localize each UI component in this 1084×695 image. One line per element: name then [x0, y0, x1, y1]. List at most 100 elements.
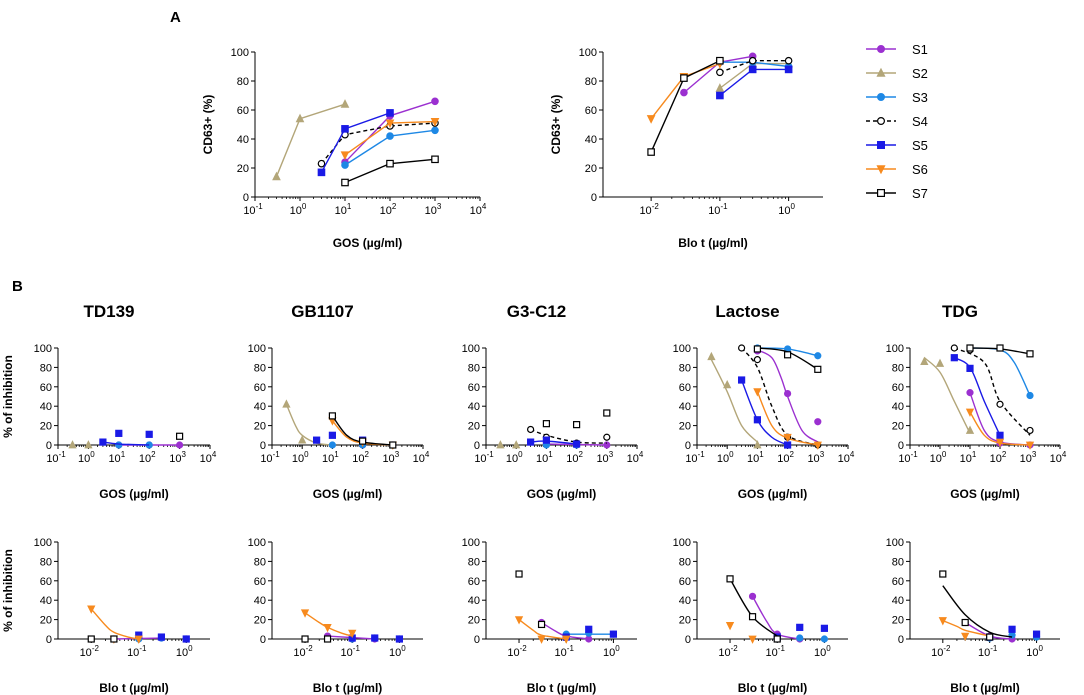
x-tick-label: 103	[169, 450, 186, 465]
y-tick-label: 60	[254, 576, 266, 588]
x-tick-label: 103	[382, 450, 399, 465]
series-line-s2	[275, 103, 346, 177]
fit-curve-s6	[518, 619, 567, 640]
series-s7	[515, 570, 546, 629]
data-point-s5	[99, 438, 107, 446]
chart-b-g3c12-gos: 0 20 40 60 80 100 10-1 100 101 102 103 104 GOS (µg/m…	[462, 302, 644, 501]
series-s4	[738, 344, 822, 449]
series-s5	[716, 65, 793, 100]
x-tick-label: 100	[176, 644, 193, 659]
legend-label: S1	[912, 42, 928, 57]
legend-swatch-marker	[876, 67, 886, 77]
data-point-s2	[84, 440, 93, 449]
legend-entry-s6: S6	[866, 162, 928, 177]
y-tick-label: 20	[468, 615, 480, 627]
data-point-s5	[738, 376, 746, 384]
y-tick-label: 40	[585, 134, 597, 146]
data-point-s5	[386, 109, 394, 117]
series-s5	[738, 376, 792, 449]
x-axis-label: Blo t (µg/ml)	[678, 236, 748, 250]
x-tick-label: 100	[506, 450, 523, 465]
data-point-s7	[431, 155, 439, 164]
x-tick-label: 10-1	[685, 450, 705, 465]
series-s6	[300, 609, 357, 639]
series-s1	[753, 347, 822, 443]
legend-swatch-marker	[876, 44, 885, 53]
y-tick-label: 60	[468, 382, 480, 394]
x-axis-label: Blo t (µg/ml)	[313, 681, 383, 695]
x-tick-label: 104	[627, 450, 644, 465]
data-point-s6	[748, 635, 757, 644]
y-tick-label: 60	[679, 382, 691, 394]
fit-curve-s1	[541, 621, 589, 640]
series-s6	[965, 408, 1035, 450]
data-point-s7	[323, 635, 332, 643]
x-tick-label: 10-2	[931, 644, 951, 659]
series-line-s5	[719, 68, 789, 97]
series-s2	[282, 399, 333, 446]
chart-title: TD139	[83, 302, 134, 321]
fit-curve-s1	[757, 349, 819, 443]
y-tick-label: 0	[260, 440, 266, 452]
y-axis-label: CD63+ (%)	[549, 95, 563, 155]
data-point-s5	[115, 429, 123, 437]
fit-curve-s5	[953, 357, 1001, 436]
data-point-s5	[542, 436, 551, 444]
data-point-s6	[134, 635, 143, 644]
series-s6	[725, 622, 757, 644]
y-tick-label: 0	[591, 192, 597, 204]
y-tick-label: 60	[40, 576, 52, 588]
series-s5	[950, 354, 1004, 439]
legend-entry-s2: S2	[866, 66, 928, 81]
data-point-s4	[784, 56, 793, 65]
y-tick-label: 40	[40, 401, 52, 413]
data-point-s5	[966, 364, 974, 372]
y-tick-label: 0	[685, 634, 691, 646]
x-tick-label: 104	[838, 450, 855, 465]
data-point-s5	[784, 65, 793, 74]
y-tick-label: 40	[679, 401, 691, 413]
x-tick-label: 101	[536, 450, 553, 465]
fit-curve-s6	[969, 411, 1031, 446]
data-point-s5	[157, 633, 166, 641]
data-point-s7	[996, 344, 1004, 352]
y-tick-label: 0	[898, 440, 904, 452]
data-point-s5	[585, 625, 593, 633]
y-tick-label: 100	[34, 343, 52, 355]
legend-entry-s3: S3	[866, 90, 928, 105]
y-tick-label: 80	[40, 362, 52, 374]
data-point-s2	[753, 440, 762, 449]
y-axis-label: % of inhibition	[1, 549, 15, 632]
data-point-s2	[68, 440, 77, 449]
data-point-s5	[1032, 630, 1041, 638]
chart-b-lactose-gos: 0 20 40 60 80 100 10-1 100 101 102 103 104 GOS (µg/m…	[673, 302, 855, 501]
y-tick-label: 100	[34, 537, 52, 549]
y-tick-label: 60	[237, 105, 249, 117]
x-tick-label: 100	[814, 644, 831, 659]
data-point-s6	[340, 151, 350, 161]
chart-b-tdg-blot: 0 20 40 60 80 100 10-2 10-1 100 Blo t (µg/ml)	[886, 537, 1060, 695]
data-point-s5	[395, 635, 404, 643]
data-point-s6	[753, 388, 762, 397]
series-s7	[542, 409, 611, 429]
x-axis-label: Blo t (µg/ml)	[738, 681, 808, 695]
x-tick-label: 103	[1020, 450, 1037, 465]
x-tick-label: 10-2	[507, 644, 527, 659]
y-tick-label: 20	[892, 615, 904, 627]
x-tick-label: 100	[292, 450, 309, 465]
data-point-s7	[1026, 350, 1034, 358]
y-tick-label: 80	[40, 556, 52, 568]
y-tick-label: 80	[679, 556, 691, 568]
legend-label: S2	[912, 66, 928, 81]
y-axis-label: % of inhibition	[1, 355, 15, 438]
y-tick-label: 100	[886, 537, 904, 549]
chart-title: GB1107	[291, 302, 353, 321]
series-line-s4	[719, 60, 789, 73]
y-tick-label: 20	[679, 615, 691, 627]
data-point-s7	[176, 432, 184, 440]
y-tick-label: 40	[40, 595, 52, 607]
y-tick-label: 20	[237, 163, 249, 175]
data-point-s6	[965, 408, 975, 417]
chart-b-gb1107-blot: 0 20 40 60 80 100 10-2 10-1 100 Blo t (µg/ml)	[248, 537, 423, 695]
